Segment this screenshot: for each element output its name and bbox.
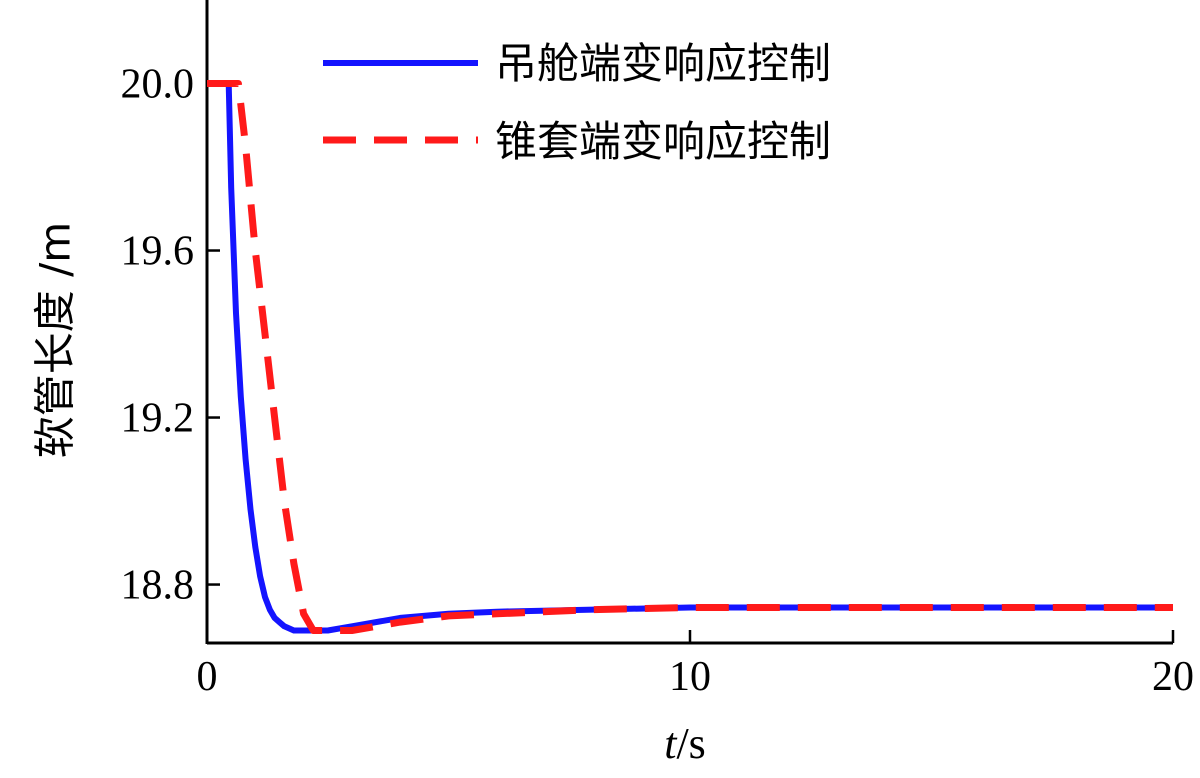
axis-ticks [205, 82, 1175, 643]
series-line-2 [207, 80, 1173, 634]
y-tick-label-0: 18.8 [121, 563, 195, 609]
legend-label-2: 锥套端变响应控制 [495, 117, 831, 166]
y-axis-title: 软管长度 /m [31, 222, 80, 458]
axis-tick-labels: 0 10 20 18.8 19.2 19.6 20.0 [121, 62, 1195, 700]
legend-item-1: 吊舱端变响应控制 [323, 39, 831, 88]
x-axis-unit: s [689, 719, 706, 768]
legend-label-1: 吊舱端变响应控制 [495, 39, 831, 88]
y-tick-label-1: 19.2 [121, 396, 195, 442]
legend-item-2: 锥套端变响应控制 [323, 117, 831, 166]
x-axis-separator: / [676, 719, 689, 768]
x-tick-label-1: 10 [669, 654, 711, 700]
y-tick-label-2: 19.6 [121, 229, 195, 275]
x-tick-label-2: 20 [1152, 654, 1194, 700]
legend: 吊舱端变响应控制 锥套端变响应控制 [323, 39, 831, 166]
y-tick-label-3: 20.0 [121, 62, 195, 108]
x-axis-variable: t [664, 719, 678, 768]
x-tick-label-0: 0 [197, 654, 218, 700]
x-axis-title: t/s [664, 719, 706, 768]
plot-lines [207, 80, 1173, 634]
